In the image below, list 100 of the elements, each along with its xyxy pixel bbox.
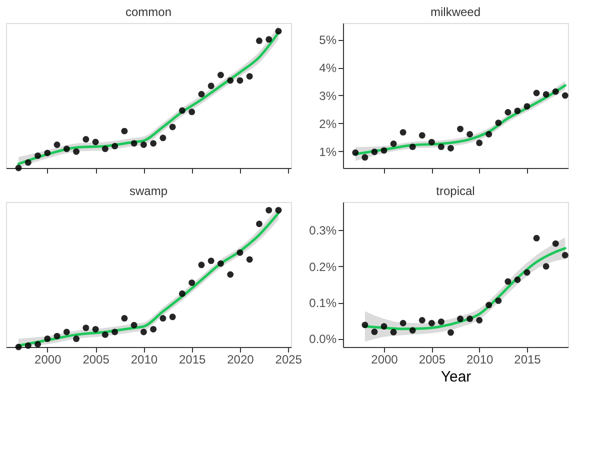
point	[486, 302, 492, 308]
point	[92, 326, 99, 332]
x-tick-label: 2010	[130, 352, 158, 366]
point	[562, 252, 568, 258]
point	[92, 138, 99, 146]
point	[54, 142, 60, 148]
point	[418, 132, 426, 139]
point	[514, 276, 521, 283]
point	[208, 82, 214, 90]
point	[246, 256, 253, 263]
point	[504, 278, 512, 285]
point	[169, 124, 176, 130]
point	[552, 240, 559, 247]
point	[476, 140, 483, 146]
chart-title: tropical	[436, 184, 475, 198]
point	[418, 317, 426, 324]
point	[409, 144, 416, 150]
point	[24, 342, 32, 349]
point	[169, 314, 176, 320]
point	[178, 290, 186, 297]
x-tick-label: 2020	[227, 352, 254, 366]
x-tick-label: 2000	[34, 352, 62, 366]
point	[495, 297, 502, 304]
point	[217, 260, 224, 267]
point	[514, 108, 521, 114]
point	[428, 138, 435, 146]
point	[438, 144, 444, 150]
point	[63, 328, 70, 336]
point	[457, 316, 464, 322]
point	[130, 140, 138, 147]
point	[73, 336, 80, 342]
point	[390, 328, 397, 336]
point	[486, 131, 492, 138]
point	[34, 152, 42, 159]
point	[44, 150, 51, 156]
point	[400, 129, 406, 136]
y-tick-label: 0.2%	[309, 260, 337, 274]
point	[208, 258, 214, 264]
point	[371, 148, 378, 156]
point	[447, 144, 454, 152]
point	[524, 103, 530, 110]
point	[504, 108, 512, 116]
y-tick-label: 0.3%	[309, 224, 337, 238]
point	[380, 147, 388, 154]
point	[82, 136, 90, 143]
x-tick-label: 2015	[514, 352, 542, 366]
point	[112, 142, 118, 150]
point	[390, 140, 397, 147]
point	[217, 72, 224, 78]
point	[552, 88, 559, 95]
point	[54, 332, 60, 340]
chart-title: swamp	[129, 184, 168, 198]
point	[140, 142, 147, 148]
x-tick-label: 2015	[178, 352, 206, 366]
point	[73, 148, 80, 155]
point	[15, 164, 22, 172]
point	[121, 315, 128, 322]
point	[476, 317, 483, 324]
chart-title: common	[125, 5, 172, 19]
point	[275, 28, 282, 34]
point	[428, 320, 435, 326]
point	[533, 90, 540, 96]
point	[130, 322, 138, 328]
point	[438, 318, 444, 325]
point	[24, 159, 32, 166]
point	[495, 120, 502, 126]
point	[362, 322, 368, 328]
point	[160, 134, 166, 142]
point	[198, 90, 205, 98]
point	[246, 73, 253, 80]
y-tick-label: 0.1%	[309, 296, 337, 310]
point	[275, 206, 282, 214]
x-tick-label: 2010	[466, 352, 494, 366]
point	[227, 77, 234, 84]
x-tick-label: 2000	[371, 352, 398, 366]
point	[236, 249, 244, 256]
point	[102, 146, 108, 152]
point	[256, 38, 262, 44]
point	[227, 271, 234, 278]
point	[380, 323, 388, 330]
point	[188, 108, 196, 116]
point	[44, 336, 51, 342]
point	[400, 320, 406, 326]
point	[140, 328, 147, 336]
point	[352, 149, 359, 156]
x-tick-label: 2005	[418, 352, 446, 366]
point	[562, 92, 568, 99]
point	[15, 344, 22, 350]
y-tick-label: 1%	[319, 144, 337, 159]
point	[409, 327, 416, 334]
point	[466, 131, 474, 138]
x-axis-title: Year	[440, 368, 472, 386]
point	[188, 279, 196, 286]
point	[63, 146, 70, 152]
point	[82, 324, 90, 332]
point	[121, 128, 128, 134]
point	[150, 140, 157, 147]
point	[362, 154, 368, 161]
point	[256, 220, 262, 228]
point	[457, 126, 464, 132]
